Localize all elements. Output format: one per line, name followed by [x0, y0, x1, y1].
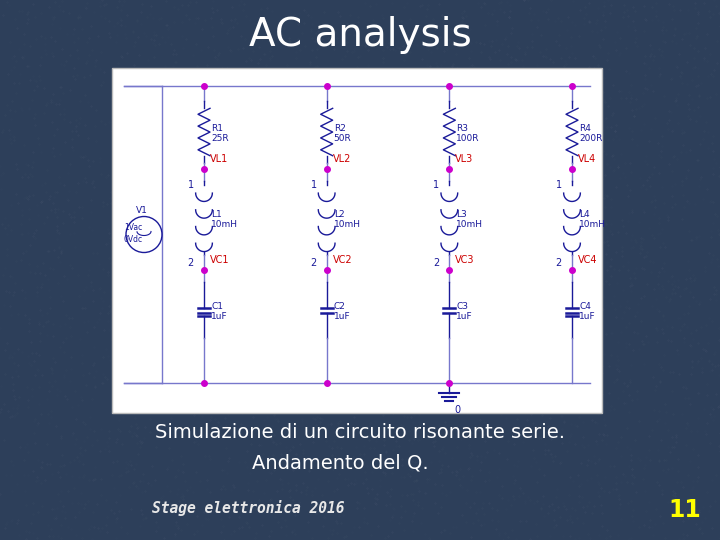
- Text: C4: C4: [579, 302, 591, 310]
- Text: Stage elettronica 2016: Stage elettronica 2016: [152, 500, 344, 516]
- Text: VL4: VL4: [578, 154, 596, 164]
- Text: VC1: VC1: [210, 255, 230, 265]
- Text: 10mH: 10mH: [579, 220, 606, 228]
- Text: 2: 2: [188, 258, 194, 268]
- Text: 1: 1: [433, 180, 439, 190]
- Text: VL3: VL3: [455, 154, 474, 164]
- Text: 1uF: 1uF: [211, 312, 228, 321]
- Text: R1: R1: [211, 124, 223, 132]
- Text: R2: R2: [333, 124, 346, 132]
- Text: 0: 0: [454, 405, 461, 415]
- Text: VC4: VC4: [578, 255, 598, 265]
- Text: R3: R3: [456, 124, 468, 132]
- Text: 2: 2: [310, 258, 317, 268]
- Text: 1uF: 1uF: [333, 312, 351, 321]
- Text: 1: 1: [556, 180, 562, 190]
- Text: 1Vac: 1Vac: [124, 223, 143, 232]
- Text: VL2: VL2: [333, 154, 351, 164]
- Text: 100R: 100R: [456, 133, 480, 143]
- Text: C1: C1: [211, 302, 223, 310]
- Text: VC2: VC2: [333, 255, 352, 265]
- Text: Simulazione di un circuito risonante serie.: Simulazione di un circuito risonante ser…: [155, 422, 565, 442]
- Text: 10mH: 10mH: [333, 220, 361, 228]
- Text: V1: V1: [136, 206, 148, 215]
- Text: 2: 2: [433, 258, 439, 268]
- Text: 11: 11: [669, 498, 701, 522]
- Text: L1: L1: [211, 210, 222, 219]
- Text: C2: C2: [333, 302, 346, 310]
- Text: 1: 1: [188, 180, 194, 190]
- Text: 10mH: 10mH: [211, 220, 238, 228]
- Text: L2: L2: [333, 210, 344, 219]
- Text: Andamento del Q.: Andamento del Q.: [252, 454, 428, 472]
- Text: R4: R4: [579, 124, 591, 132]
- Text: 10mH: 10mH: [456, 220, 483, 228]
- Bar: [112, 68, 602, 413]
- Text: VC3: VC3: [455, 255, 474, 265]
- Text: 25R: 25R: [211, 133, 229, 143]
- Text: L4: L4: [579, 210, 590, 219]
- Text: 0Vdc: 0Vdc: [124, 235, 143, 244]
- Text: AC analysis: AC analysis: [248, 16, 472, 54]
- Text: 1: 1: [310, 180, 317, 190]
- Text: VL1: VL1: [210, 154, 228, 164]
- Text: 2: 2: [556, 258, 562, 268]
- Text: 1uF: 1uF: [456, 312, 473, 321]
- Text: C3: C3: [456, 302, 468, 310]
- Text: L3: L3: [456, 210, 467, 219]
- Text: 1uF: 1uF: [579, 312, 595, 321]
- Text: 200R: 200R: [579, 133, 603, 143]
- Text: 50R: 50R: [333, 133, 351, 143]
